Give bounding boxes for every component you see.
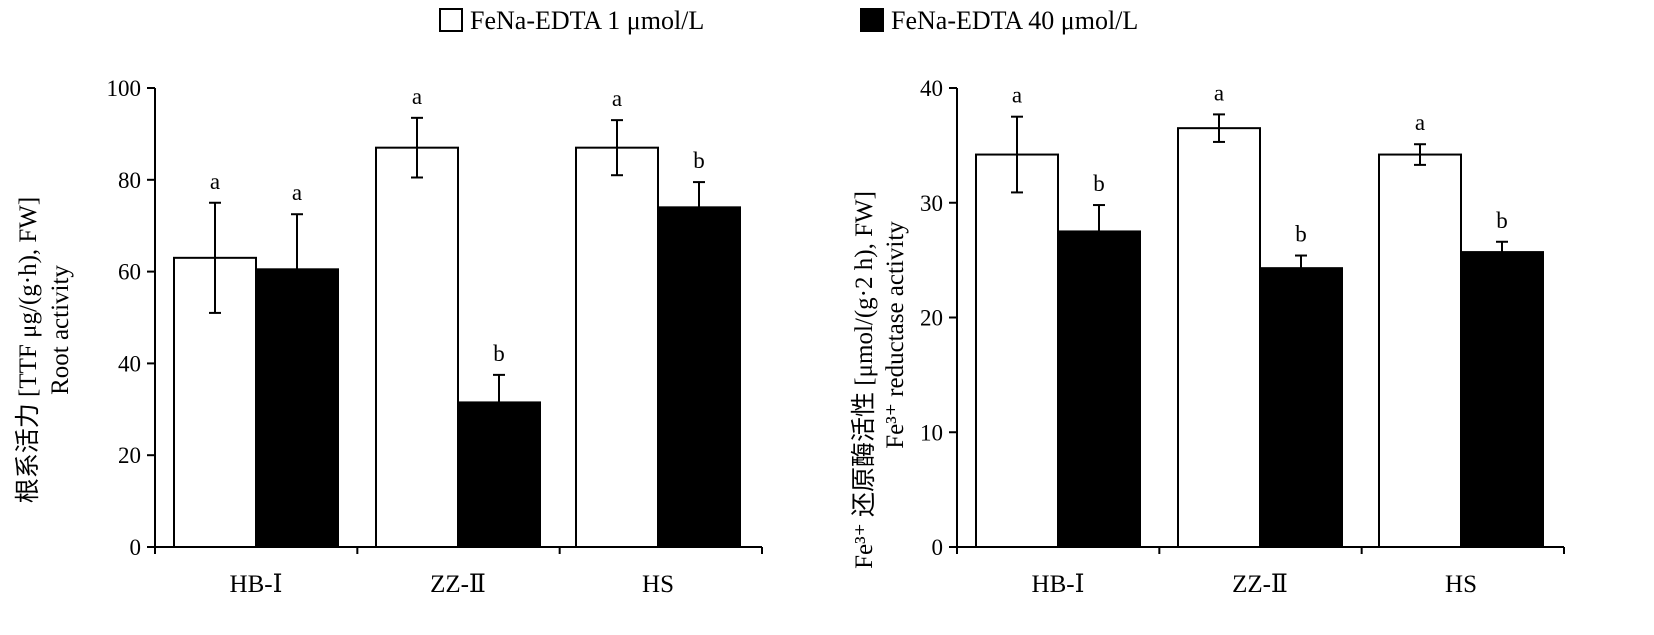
right-ylabel-cn: Fe³⁺ 还原酶活性 [μmol/(g·2 h), FW] <box>850 191 878 569</box>
x-category-label: HS <box>642 571 674 598</box>
y-tick-label: 100 <box>107 76 142 101</box>
legend-swatch-low <box>439 8 463 32</box>
x-category-label: ZZ-Ⅱ <box>1232 571 1288 598</box>
significance-label: b <box>1093 171 1105 196</box>
bar <box>1259 267 1343 548</box>
bar <box>1057 230 1141 548</box>
significance-label: a <box>1415 110 1425 135</box>
significance-label: a <box>1214 80 1224 105</box>
y-tick-label: 0 <box>130 535 142 560</box>
significance-label: a <box>292 180 302 205</box>
significance-label: a <box>1012 83 1022 108</box>
significance-label: a <box>612 86 622 111</box>
y-tick-label: 0 <box>932 535 944 560</box>
right-ylabel: Fe³⁺ 还原酶活性 [μmol/(g·2 h), FW] Fe³⁺ reduc… <box>850 191 909 569</box>
bar <box>1460 251 1544 548</box>
legend: FeNa-EDTA 1 μmol/L FeNa-EDTA 40 μmol/L <box>439 6 1138 35</box>
y-tick-label: 30 <box>920 191 943 216</box>
bar <box>1177 127 1261 548</box>
y-tick-label: 10 <box>920 420 943 445</box>
bar <box>1378 153 1462 548</box>
significance-label: b <box>493 341 505 366</box>
right-ylabel-en: Fe³⁺ reductase activity <box>882 221 909 449</box>
x-category-label: HB-Ⅰ <box>230 571 283 598</box>
reductase-activity-chart: 0 10 20 30 40 HB-Ⅰ ZZ-Ⅱ HS a a a b b b <box>920 76 1565 598</box>
y-tick-label: 40 <box>920 76 943 101</box>
x-category-label: HB-Ⅰ <box>1032 571 1085 598</box>
significance-label: a <box>210 169 220 194</box>
legend-label-low: FeNa-EDTA 1 μmol/L <box>470 6 704 35</box>
y-tick-label: 40 <box>118 351 141 376</box>
bar <box>375 146 459 548</box>
significance-label: b <box>1496 208 1508 233</box>
x-category-label: HS <box>1445 571 1477 598</box>
root-activity-chart: 0 20 40 60 80 100 HB-Ⅰ ZZ-Ⅱ HS a a a a b b <box>107 76 763 598</box>
left-ylabel-cn: 根系活力 [TTF μg/(g·h), FW] <box>14 197 42 503</box>
bar <box>975 153 1059 548</box>
bar <box>657 206 741 548</box>
y-tick-label: 20 <box>118 443 141 468</box>
x-category-label: ZZ-Ⅱ <box>430 571 486 598</box>
left-ylabel-en: Root activity <box>47 265 74 395</box>
bar <box>575 146 659 548</box>
y-tick-label: 20 <box>920 306 943 331</box>
significance-label: a <box>412 84 422 109</box>
left-ylabel: 根系活力 [TTF μg/(g·h), FW] Root activity <box>14 197 74 503</box>
significance-label: b <box>1295 222 1307 247</box>
significance-label: b <box>693 148 705 173</box>
legend-label-high: FeNa-EDTA 40 μmol/L <box>891 6 1138 35</box>
y-tick-label: 60 <box>118 260 141 285</box>
legend-swatch-high <box>860 8 884 32</box>
y-tick-label: 80 <box>118 168 141 193</box>
